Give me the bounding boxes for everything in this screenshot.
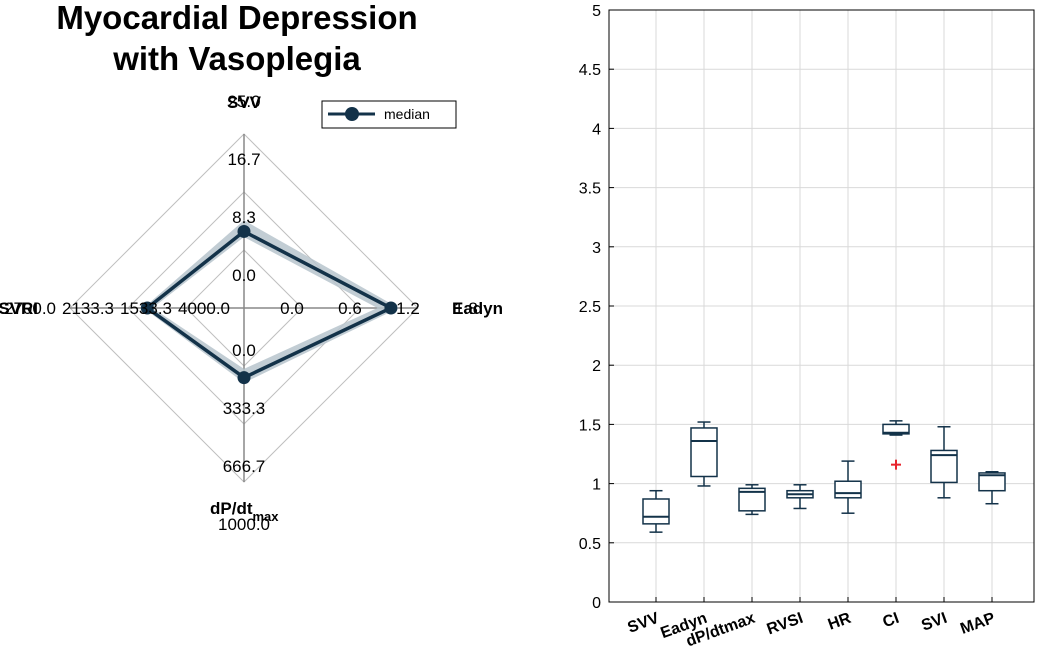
x-tick-label-7: MAP (958, 610, 998, 638)
radar-median-series (140, 224, 398, 385)
radar-tick-dpdt-3: 1000.0 (218, 515, 270, 534)
box-iqr (882, 423, 910, 435)
radar-tick-svv-3: 25.0 (227, 92, 260, 111)
y-tick-label-4: 2 (592, 358, 601, 375)
box-iqr (978, 472, 1006, 492)
radar-tick-labels: 0.0 8.3 16.7 25.0 0.0 0.6 1.2 1.8 0.0 333.3 666.7 1… (4, 92, 478, 534)
axis-label-svv: SVV (227, 93, 262, 112)
radar-tick-svri-3: 2700.0 (4, 299, 56, 318)
box-6 (930, 426, 958, 499)
y-tick-label-8: 4 (592, 121, 601, 138)
box-4 (834, 460, 862, 514)
box-3 (786, 484, 814, 510)
y-tick-label-3: 1.5 (579, 417, 601, 434)
y-tick-label-10: 5 (592, 3, 601, 20)
radar-tick-eadyn-3: 1.8 (454, 299, 478, 318)
legend-label-median: median (384, 106, 430, 122)
y-tick-label-6: 3 (592, 240, 601, 257)
radar-tick-dpdt-0: 0.0 (232, 341, 256, 360)
y-tick-label-1: 0.5 (579, 536, 601, 553)
radar-point-svri (140, 301, 154, 315)
outlier-0 (891, 459, 901, 470)
box-1 (690, 421, 718, 487)
radar-tick-dpdt-2: 666.7 (223, 457, 266, 476)
radar-chart: Myocardial Depression with Vasoplegia 0.… (0, 0, 503, 534)
box-5 (882, 420, 910, 470)
radar-point-eadyn (384, 301, 398, 315)
x-tick-label-4: HR (826, 610, 854, 634)
y-tick-label-2: 1 (592, 477, 601, 494)
box-iqr (642, 498, 670, 525)
box-iqr (738, 487, 766, 512)
x-tick-label-0: SVV (625, 610, 661, 637)
box-iqr (834, 480, 862, 499)
y-axis-ticks: 0 0.5 1 1.5 2 2.5 3 3.5 4 4.5 5 (579, 3, 614, 612)
radar-tick-svri-0: 4000.0 (178, 299, 230, 318)
radar-tick-svv-1: 8.3 (232, 208, 256, 227)
legend: median (321, 100, 457, 129)
radar-point-dpdt (237, 371, 251, 385)
axis-label-eadyn: Eadyn (452, 299, 503, 318)
axis-label-dpdt-main: dP/dt (210, 499, 253, 518)
box-0 (642, 489, 670, 533)
radar-tick-svri-1: 1533.3 (120, 299, 172, 318)
chart-title-line-2: with Vasoplegia (112, 40, 361, 77)
y-tick-label-5: 2.5 (579, 299, 601, 316)
box-iqr (690, 427, 718, 478)
legend-marker (345, 107, 359, 121)
chart-title-line-1: Myocardial Depression (56, 0, 417, 36)
y-tick-label-7: 3.5 (579, 181, 601, 198)
radar-point-svv (237, 224, 251, 238)
axis-label-dpdt: dP/dtmax (210, 499, 279, 524)
x-tick-label-5: CI (881, 610, 902, 631)
x-tick-label-6: SVI (919, 610, 949, 635)
radar-tick-svv-2: 16.7 (227, 150, 260, 169)
x-tick-label-3: RVSI (765, 610, 806, 639)
axis-label-dpdt-sub: max (253, 509, 280, 524)
axis-label-svri: SVRI (0, 299, 38, 318)
radar-tick-eadyn-1: 0.6 (338, 299, 362, 318)
radar-tick-svv-0: 0.0 (232, 266, 256, 285)
y-tick-label-0: 0 (592, 595, 601, 612)
radar-tick-svri-2: 2133.3 (62, 299, 114, 318)
box-plot-grid (609, 9, 1034, 603)
box-2 (738, 484, 766, 516)
box-7 (978, 471, 1006, 505)
radar-tick-eadyn-0: 0.0 (280, 299, 304, 318)
radar-tick-eadyn-2: 1.2 (396, 299, 420, 318)
y-tick-label-9: 4.5 (579, 62, 601, 79)
boxes (642, 420, 1006, 533)
radar-tick-dpdt-1: 333.3 (223, 399, 266, 418)
